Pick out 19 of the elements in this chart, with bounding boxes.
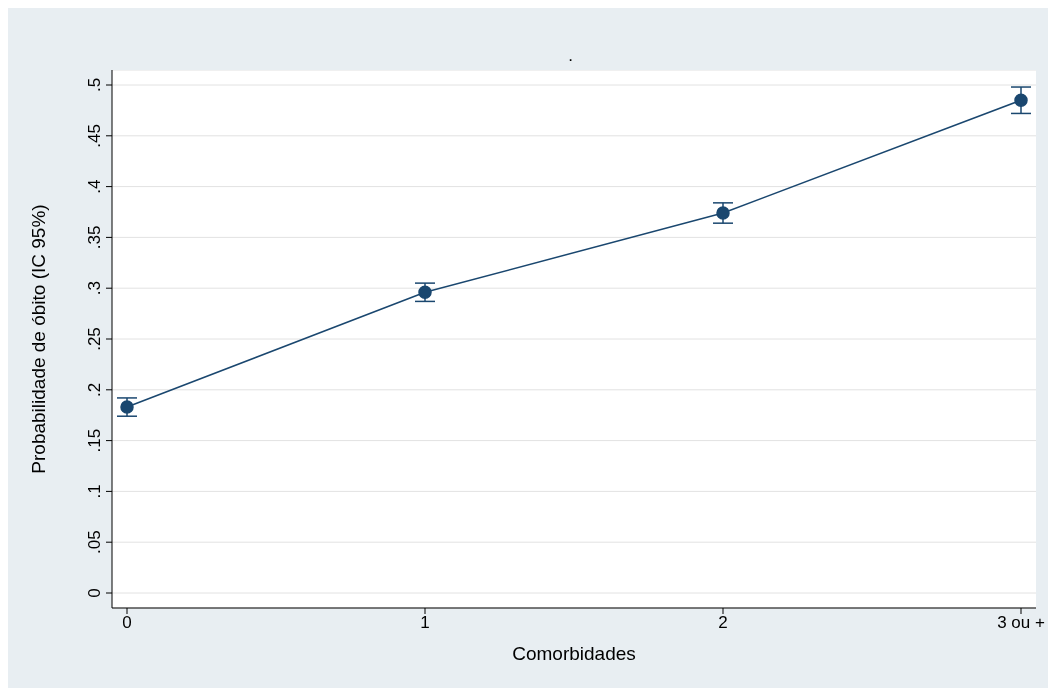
chart-title: . — [567, 46, 574, 66]
y-tick-label: .35 — [85, 225, 104, 250]
y-tick-label: .4 — [85, 179, 104, 194]
point — [1014, 93, 1028, 107]
y-tick-label: 0 — [85, 588, 104, 598]
y-tick-label: .1 — [85, 484, 104, 499]
y-tick-label: .15 — [85, 428, 104, 453]
y-tick-label: .2 — [85, 382, 104, 397]
y-tick-label: .5 — [85, 77, 104, 93]
x-tick-label: 1 — [420, 613, 430, 633]
y-tick-label: .05 — [85, 530, 104, 555]
x-axis-title: Comorbidades — [512, 643, 636, 664]
y-axis-title: Probabilidade de óbito (IC 95%) — [27, 204, 49, 474]
x-tick-label: 2 — [718, 613, 728, 633]
y-tick-label: .45 — [85, 123, 104, 148]
x-tick-label: 3 ou + — [997, 613, 1045, 633]
y-tick-label: .25 — [85, 327, 104, 351]
y-tick-label: .3 — [85, 281, 104, 296]
x-tick-label: 0 — [122, 613, 132, 633]
